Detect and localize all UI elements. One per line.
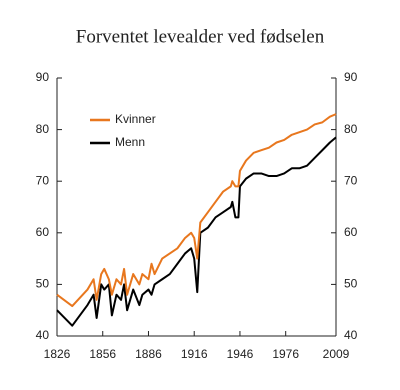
x-tick-label: 1886 xyxy=(135,347,162,361)
x-tick-label: 1946 xyxy=(227,347,254,361)
y2-tick-label: 60 xyxy=(344,225,358,239)
x-tick-label: 2009 xyxy=(323,347,350,361)
y2-tick-label: 80 xyxy=(344,122,358,136)
x-tick-label: 1916 xyxy=(181,347,208,361)
series-line xyxy=(56,113,337,308)
x-tick-label: 1856 xyxy=(89,347,116,361)
y2-tick-label: 90 xyxy=(344,70,358,84)
y2-tick-label: 40 xyxy=(344,328,358,342)
y2-tick-label: 70 xyxy=(344,173,358,187)
series-line xyxy=(56,136,337,327)
x-tick-label: 1826 xyxy=(44,347,71,361)
y-tick-label: 90 xyxy=(36,70,50,84)
y-tick-label: 80 xyxy=(36,122,50,136)
legend-label: Kvinner xyxy=(115,112,156,126)
y-tick-label: 50 xyxy=(36,277,50,291)
y2-tick-label: 50 xyxy=(344,277,358,291)
y-tick-label: 60 xyxy=(36,225,50,239)
x-tick-label: 1976 xyxy=(272,347,299,361)
y-tick-label: 70 xyxy=(36,173,50,187)
y-tick-label: 40 xyxy=(36,328,50,342)
legend-label: Menn xyxy=(115,135,145,149)
chart-title: Forventet levealder ved fødselen xyxy=(76,26,325,47)
